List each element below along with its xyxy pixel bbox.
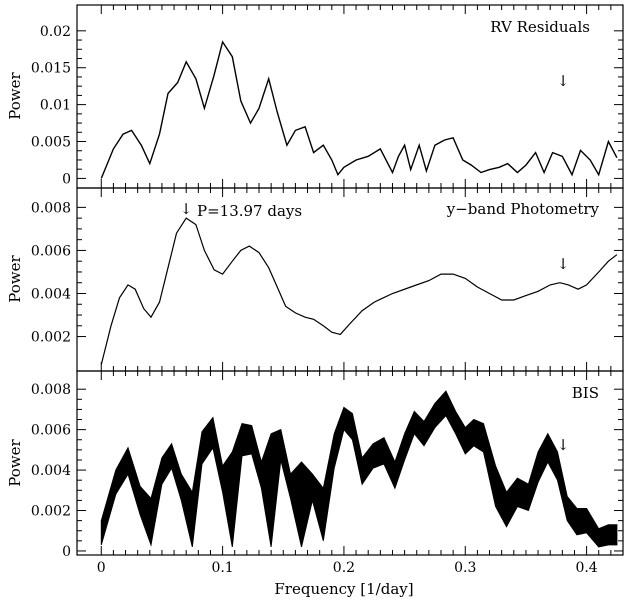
y-tick-label: 0 bbox=[62, 171, 71, 187]
bis-panel-title: BIS bbox=[572, 384, 599, 402]
x-tick-label: 0 bbox=[97, 560, 106, 576]
x-tick-labels: 0 0.1 0.2 0.3 0.4 bbox=[97, 560, 598, 576]
y-tick-label: 0.008 bbox=[31, 382, 71, 398]
photometry-arrow-icon: ↓ bbox=[557, 255, 570, 273]
period-annotation: P=13.97 days bbox=[197, 202, 302, 220]
y-tick-label: 0 bbox=[62, 544, 71, 560]
x-tick-label: 0.2 bbox=[333, 560, 355, 576]
photometry-y-axis-label: Power bbox=[6, 254, 24, 302]
y-tick-label: 0.01 bbox=[40, 98, 71, 114]
panel-photometry: 0.002 0.004 0.006 0.008 y−band Photometry P… bbox=[6, 187, 624, 372]
y-tick-label: 0.005 bbox=[31, 135, 71, 151]
y-tick-label: 0.004 bbox=[31, 463, 71, 479]
rv-residuals-line bbox=[100, 40, 618, 179]
y-tick-label: 0.008 bbox=[31, 200, 71, 216]
bis-arrow-icon: ↓ bbox=[557, 436, 570, 454]
y-tick-label: 0.006 bbox=[31, 423, 71, 439]
rv-y-axis-label: Power bbox=[6, 71, 24, 119]
panel-bis-ticks: 0 0.002 0.004 0.006 0.008 bbox=[31, 371, 623, 560]
y-tick-label: 0.002 bbox=[31, 504, 71, 520]
period-arrow-icon: ↓ bbox=[180, 200, 193, 218]
panel-bis: 0 0.002 0.004 0.006 0.008 BIS Power ↓ bbox=[6, 370, 624, 560]
rv-arrow-icon: ↓ bbox=[557, 72, 570, 90]
x-tick-label: 0.3 bbox=[454, 560, 476, 576]
rv-panel-title: RV Residuals bbox=[490, 18, 590, 36]
y-tick-label: 0.002 bbox=[31, 330, 71, 346]
bis-y-axis-label: Power bbox=[6, 438, 24, 486]
photometry-panel-title: y−band Photometry bbox=[446, 200, 600, 218]
y-tick-label: 0.006 bbox=[31, 243, 71, 259]
x-tick-label: 0.4 bbox=[575, 560, 597, 576]
y-tick-label: 0.02 bbox=[40, 24, 71, 40]
panel-rv-residuals: 0 0.005 0.01 0.015 0.02 RV Residuals Power ↓ bbox=[6, 4, 624, 189]
y-tick-label: 0.015 bbox=[31, 61, 71, 77]
bis-band bbox=[100, 390, 618, 548]
panel-photometry-ticks: 0.002 0.004 0.006 0.008 bbox=[31, 188, 623, 371]
photometry-line bbox=[100, 217, 618, 365]
x-tick-label: 0.1 bbox=[211, 560, 233, 576]
y-tick-label: 0.004 bbox=[31, 286, 71, 302]
panel-bis-frame bbox=[76, 370, 624, 556]
x-axis-label: Frequency [1/day] bbox=[274, 580, 413, 598]
panel-rv-ticks: 0 0.005 0.01 0.015 0.02 bbox=[31, 5, 623, 188]
